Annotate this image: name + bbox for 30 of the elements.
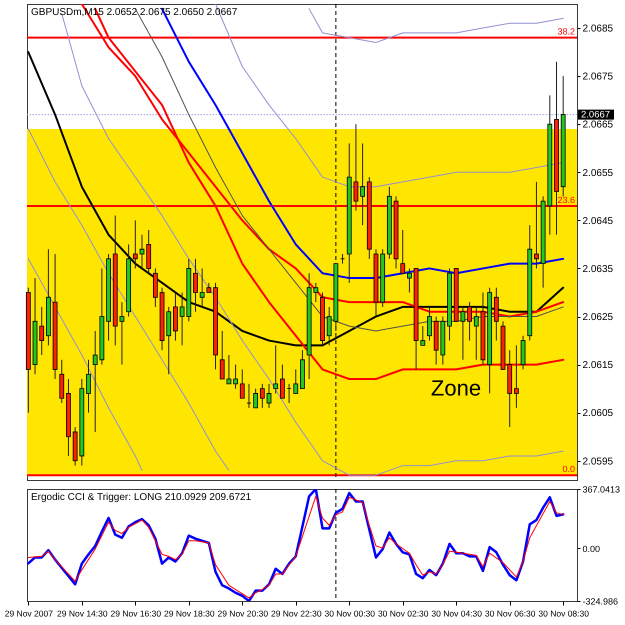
- y-tick-label: 0.00: [582, 544, 600, 554]
- y-tick-label: -324.986: [582, 596, 618, 606]
- x-tick-label: 30 Nov 04:30: [431, 608, 482, 618]
- chart-title: Ergodic CCI & Trigger: LONG 210.0929 209.6721: [31, 492, 252, 503]
- band-label: Zone: [430, 376, 482, 401]
- ref-line-label: 2.0667: [581, 110, 610, 121]
- x-tick-label: 30 Nov 02:30: [378, 608, 429, 618]
- x-tick-label: 29 Nov 22:30: [270, 608, 322, 618]
- y-tick-label: 2.0665: [582, 120, 614, 131]
- x-tick-label: 29 Nov 2007: [4, 608, 54, 618]
- y-tick-label: 2.0645: [582, 216, 614, 227]
- annotation: 23.6: [557, 194, 575, 205]
- annotation: 0.0: [562, 464, 575, 474]
- x-tick-label: 30 Nov 08:30: [538, 608, 590, 618]
- y-tick-label: 367.0413: [582, 484, 620, 494]
- x-tick-label: 29 Nov 14:30: [57, 608, 108, 618]
- y-tick-label: 2.0615: [582, 360, 614, 372]
- y-tick-label: 2.0635: [582, 264, 614, 275]
- x-tick-label: 30 Nov 00:30: [324, 608, 376, 618]
- x-tick-label: 29 Nov 20:30: [217, 608, 268, 618]
- y-tick-label: 2.0655: [582, 168, 614, 179]
- annotation: 38.2: [557, 26, 575, 37]
- y-tick-label: 2.0685: [582, 24, 614, 35]
- x-tick-label: 29 Nov 18:30: [164, 608, 215, 618]
- y-tick-label: 2.0675: [582, 72, 614, 83]
- x-tick-label: 30 Nov 06:30: [484, 608, 536, 618]
- y-tick-label: 2.0605: [582, 408, 614, 420]
- y-tick-label: 2.0625: [582, 312, 614, 324]
- y-tick-label: 2.0595: [582, 456, 614, 468]
- x-tick-label: 29 Nov 16:30: [110, 608, 162, 618]
